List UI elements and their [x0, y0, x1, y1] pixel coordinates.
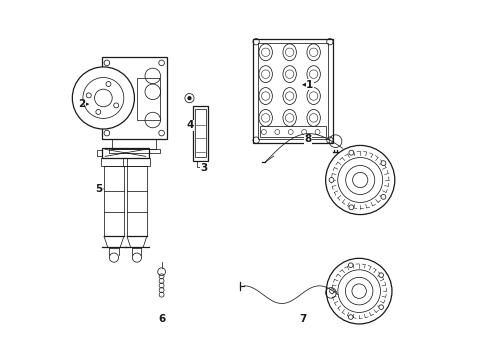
Text: 7: 7 [299, 314, 306, 324]
Bar [253, 39, 332, 143]
Circle shape [188, 97, 190, 100]
Circle shape [72, 67, 134, 129]
Bar [101, 158, 127, 166]
Text: 3: 3 [200, 163, 207, 173]
Circle shape [378, 273, 383, 278]
Bar [108, 149, 160, 153]
Circle shape [380, 194, 385, 199]
Circle shape [348, 205, 353, 210]
Text: 1: 1 [305, 80, 313, 90]
Bar [102, 57, 166, 139]
Bar [97, 150, 102, 156]
Circle shape [325, 258, 391, 324]
Circle shape [380, 161, 385, 166]
Circle shape [337, 158, 382, 202]
Circle shape [378, 305, 383, 310]
Circle shape [328, 177, 333, 183]
Bar [102, 148, 149, 158]
Text: 4: 4 [186, 120, 193, 130]
Bar [257, 43, 328, 139]
Text: 5: 5 [95, 184, 102, 194]
Circle shape [348, 150, 353, 155]
Bar [193, 106, 207, 161]
Bar [195, 109, 205, 157]
Circle shape [337, 270, 380, 312]
Bar [112, 139, 156, 149]
Bar [137, 78, 160, 120]
Circle shape [348, 263, 352, 267]
Bar [127, 166, 146, 237]
Text: 2: 2 [78, 99, 85, 109]
Circle shape [325, 145, 394, 215]
Bar [196, 161, 204, 167]
Circle shape [329, 289, 333, 293]
Text: 6: 6 [158, 314, 165, 324]
Bar [260, 126, 325, 137]
Text: 8: 8 [304, 134, 311, 144]
Bar [104, 166, 123, 237]
Circle shape [348, 315, 352, 319]
Bar [123, 158, 150, 166]
